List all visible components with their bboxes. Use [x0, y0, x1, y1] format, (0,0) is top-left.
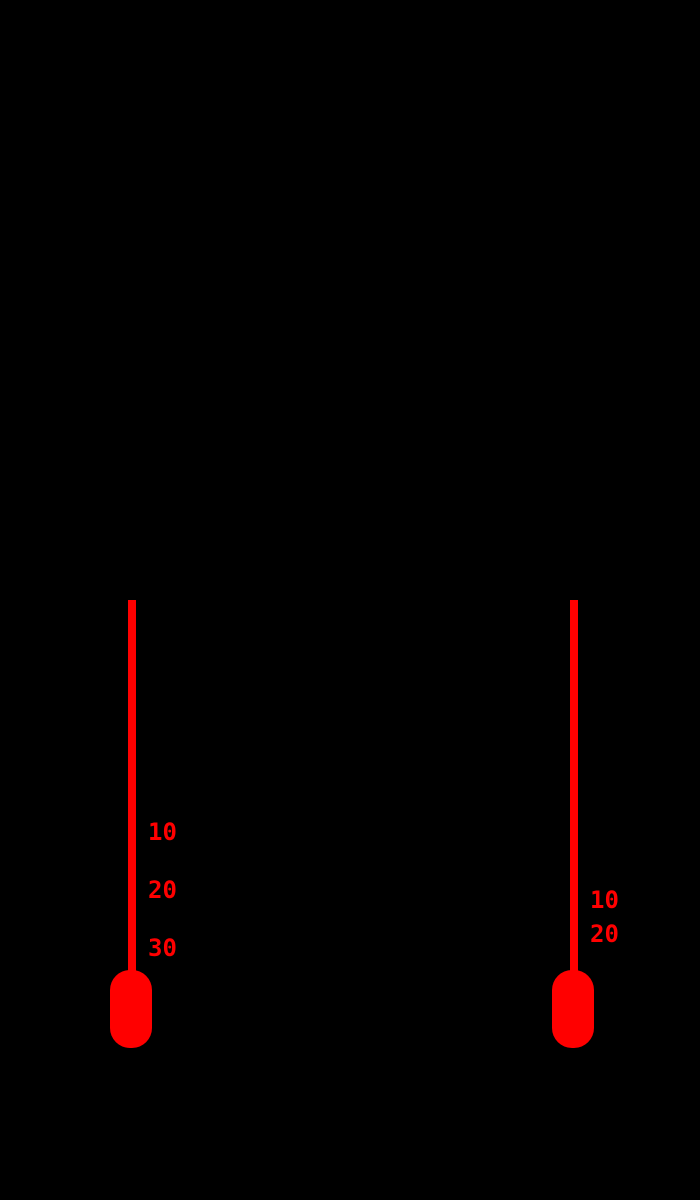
- thermometer-left-tick-20: 20: [148, 876, 177, 904]
- thermometer-left-bulb: [110, 970, 152, 1048]
- thermometer-right-tick-20: 20: [590, 920, 619, 948]
- thermometer-right-tick-10: 10: [590, 886, 619, 914]
- thermometer-right-stem: [570, 600, 578, 980]
- thermometer-left-tick-30: 30: [148, 934, 177, 962]
- thermometer-left-tick-10: 10: [148, 818, 177, 846]
- thermometer-left-stem: [128, 600, 136, 980]
- thermometer-right-bulb: [552, 970, 594, 1048]
